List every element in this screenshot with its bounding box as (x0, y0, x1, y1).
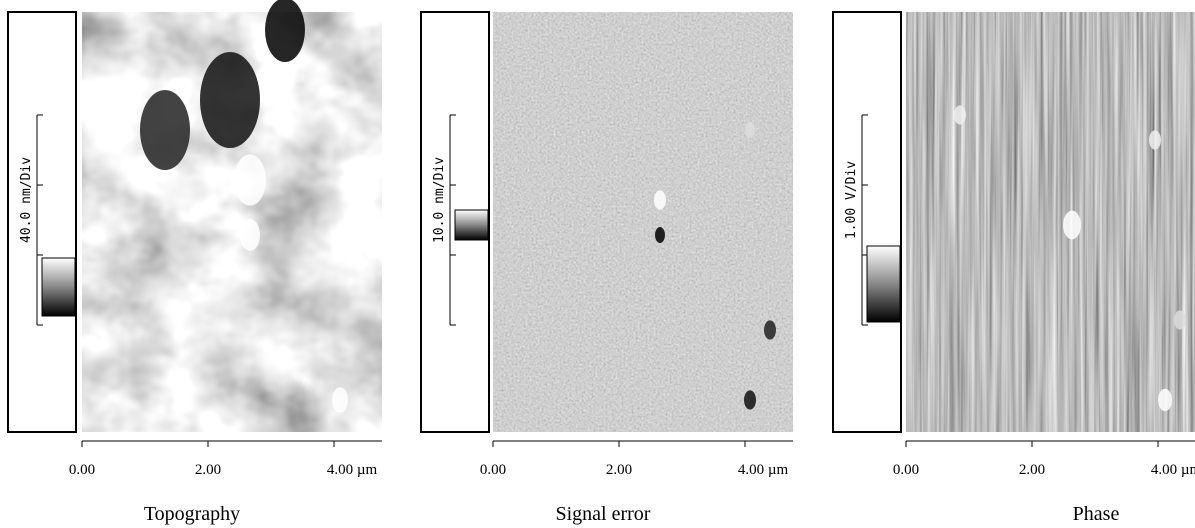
feature (744, 390, 756, 409)
x-tick-label: 2.00 (606, 462, 632, 478)
x-tick-label: 4.00 µm (327, 462, 378, 478)
color-bar (455, 210, 488, 240)
scale-label: 10.0 nm/Div (432, 157, 447, 243)
caption: Phase (1073, 503, 1120, 525)
x-tick-label: 4.00 µm (1151, 462, 1195, 478)
x-tick-label: 2.00 (1019, 462, 1045, 478)
feature (764, 320, 776, 339)
feature (140, 90, 190, 170)
feature (332, 387, 348, 413)
color-bar (42, 258, 75, 316)
x-tick-label: 4.00 µm (738, 462, 789, 478)
x-tick-label: 0.00 (480, 462, 506, 478)
feature (240, 219, 260, 251)
feature (1063, 211, 1081, 240)
panel: 1.00 V/Div 0.00 2.00 4.00 µm Phase (833, 12, 1195, 525)
scale-label: 40.0 nm/Div (19, 157, 34, 243)
feature (1158, 389, 1172, 411)
figure: 40.0 nm/Div 0.00 2.00 4.00 µm Topography 10.0… (0, 0, 1195, 528)
panel: 40.0 nm/Div 0.00 2.00 4.00 µm Topography (8, 0, 382, 525)
scale-label: 1.00 V/Div (844, 161, 859, 239)
feature (265, 0, 305, 62)
caption: Topography (144, 503, 240, 525)
feature (200, 52, 260, 148)
feature (654, 190, 666, 209)
caption: Signal error (556, 503, 651, 525)
x-tick-label: 0.00 (69, 462, 95, 478)
panel: 10.0 nm/Div 0.00 2.00 4.00 µm Signal error (421, 12, 793, 525)
afm-image (493, 12, 793, 432)
color-bar (867, 246, 900, 322)
feature (745, 122, 755, 138)
feature (954, 105, 966, 124)
feature (655, 227, 665, 243)
feature (1174, 310, 1186, 329)
x-tick-label: 2.00 (195, 462, 221, 478)
afm-image (906, 12, 1195, 432)
feature (234, 154, 266, 205)
x-tick-label: 0.00 (893, 462, 919, 478)
feature (1149, 130, 1161, 149)
